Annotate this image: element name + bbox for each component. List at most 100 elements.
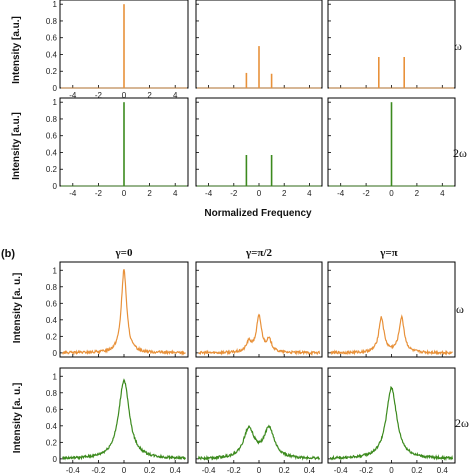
panel-b-two-omega-2: -0.4 -0.2 0 0.2 0.4 [195,367,323,474]
panel-a-two-omega-1: -4 -2 0 2 4 0 0.2 0.4 0.6 0.8 1 [46,97,189,198]
xtick-label-a-two-omega-2-3: 2 [282,189,287,198]
ytick-label-a-omega-1-4: 0.8 [46,17,58,26]
xtick-label-b-two-omega-1-4: 0.4 [170,466,182,474]
panel-b-label: (b) [1,248,15,260]
panel-b-two-omega-1: -0.4 -0.2 0 0.2 0.4 0 0.2 0.4 0.6 0.8 1 [46,367,189,474]
ytick-label-b-two-omega-1-0: 0 [53,455,58,464]
row-label-b-omega: ω [456,302,464,316]
xtick-label-a-two-omega-1-0: -4 [69,189,77,198]
xtick-label-a-omega-1-1: -2 [95,91,103,100]
panel-b-omega-3 [327,261,456,358]
xtick-label-a-two-omega-2-1: -2 [230,189,238,198]
xtick-label-a-two-omega-1-2: 0 [122,189,127,198]
xtick-label-a-two-omega-2-2: 0 [257,189,262,198]
xtick-label-a-two-omega-2-0: -4 [205,189,213,198]
xtick-label-a-omega-1-3: 2 [147,91,152,100]
xtick-label-b-two-omega-3-0: -0.4 [334,466,348,474]
row-label-a-two-omega: 2ω [453,146,467,160]
xtick-label-a-two-omega-3-2: 0 [389,189,394,198]
xtick-label-b-two-omega-2-1: -0.2 [227,466,241,474]
ytick-label-b-omega-1-0: 0 [53,349,58,358]
x-axis-label-a: Normalized Frequency [204,208,312,219]
ytick-label-a-two-omega-1-0: 0 [53,182,58,191]
xtick-label-b-two-omega-1-0: -0.4 [66,466,80,474]
frame-b-two-omega-1 [59,367,189,464]
xtick-label-a-two-omega-3-1: -2 [363,189,371,198]
xtick-label-b-two-omega-3-1: -0.2 [359,466,373,474]
xtick-label-b-two-omega-3-4: 0.4 [437,466,449,474]
y-axis-label-b-omega: Intensity [a. u.] [12,273,23,344]
panel-a-two-omega-2: -4 -2 0 2 4 [195,97,323,198]
xtick-label-a-two-omega-3-4: 4 [440,189,445,198]
panel-b-omega-2 [195,261,323,358]
xtick-label-a-two-omega-1-4: 4 [173,189,178,198]
spectrum-curve-b-two-omega-1 [62,378,186,461]
frame-b-two-omega-3 [327,367,456,464]
column-title-b-2: γ=π/2 [245,247,272,259]
ytick-label-a-omega-1-2: 0.4 [46,50,58,59]
xtick-label-b-two-omega-1-3: 0.2 [144,466,156,474]
panel-a-omega-1: -4 -2 0 2 4 0 0.2 0.4 0.6 0.8 1 [46,0,189,100]
ytick-label-a-omega-1-5: 1 [53,0,58,9]
column-title-b-1: γ=0 [115,247,133,259]
xtick-label-a-omega-1-2: 0 [122,91,127,100]
panel-b-omega-1: 0 0.2 0.4 0.6 0.8 1 [46,261,189,358]
ytick-label-a-omega-1-1: 0.2 [46,67,58,76]
ytick-label-b-two-omega-1-1: 0.2 [46,438,58,447]
frame-a-two-omega-2 [195,97,323,187]
ytick-label-a-two-omega-1-4: 0.8 [46,115,58,124]
ytick-label-b-omega-1-5: 1 [53,266,58,275]
ytick-label-b-two-omega-1-5: 1 [53,372,58,381]
xtick-label-a-two-omega-1-3: 2 [147,189,152,198]
spectrum-curve-b-two-omega-2 [197,424,321,462]
ytick-label-b-two-omega-1-4: 0.8 [46,389,58,398]
xtick-label-a-two-omega-3-3: 2 [415,189,420,198]
xtick-label-b-two-omega-1-1: -0.2 [92,466,106,474]
y-axis-label-a-omega: Intensity [a.u.] [11,16,22,84]
panel-b-two-omega-3: -0.4 -0.2 0 0.2 0.4 [327,367,456,474]
spectrum-curve-b-omega-3 [330,314,453,356]
xtick-label-b-two-omega-3-2: 0 [389,466,394,474]
ytick-label-a-omega-1-0: 0 [53,84,58,93]
spectrum-curve-b-omega-1 [62,269,186,356]
y-axis-label-a-two-omega: Intensity [a.u.] [11,112,22,180]
ytick-label-a-two-omega-1-5: 1 [53,98,58,107]
ytick-label-b-omega-1-4: 0.8 [46,283,58,292]
spectrum-curve-b-omega-2 [198,313,321,357]
frame-b-omega-3 [327,261,456,358]
xtick-label-b-two-omega-2-2: 0 [257,466,262,474]
ytick-label-b-omega-1-3: 0.6 [46,299,58,308]
xtick-label-a-two-omega-3-0: -4 [337,189,345,198]
frame-b-omega-2 [195,261,323,358]
frame-b-two-omega-2 [195,367,323,464]
xtick-label-b-two-omega-1-2: 0 [122,466,127,474]
ytick-label-b-two-omega-1-2: 0.4 [46,422,58,431]
xtick-label-a-omega-1-4: 4 [173,91,178,100]
panel-a-omega-3 [327,0,456,89]
frame-b-omega-1 [59,261,189,358]
xtick-label-a-two-omega-1-1: -2 [95,189,103,198]
row-label-b-two-omega: 2ω [455,416,469,430]
column-title-b-3: γ=π [379,247,397,259]
ytick-label-b-omega-1-2: 0.4 [46,316,58,325]
ytick-label-a-omega-1-3: 0.6 [46,34,58,43]
xtick-label-b-two-omega-2-4: 0.4 [304,466,316,474]
panel-a-two-omega-3: -4 -2 0 2 4 [327,97,456,198]
xtick-label-a-two-omega-2-4: 4 [307,189,312,198]
xtick-label-a-omega-1-0: -4 [69,91,77,100]
labels-layer: Intensity [a.u.] Intensity [a.u.] Normal… [1,16,469,453]
ytick-label-a-two-omega-1-3: 0.6 [46,132,58,141]
row-label-a-omega: ω [454,39,462,53]
ytick-label-b-two-omega-1-3: 0.6 [46,405,58,414]
frame-a-omega-3 [327,0,456,89]
y-axis-label-b-two-omega: Intensity [a. u.] [12,383,23,454]
ytick-label-a-two-omega-1-1: 0.2 [46,165,58,174]
ytick-label-b-omega-1-1: 0.2 [46,332,58,341]
panels-layer: -4 -2 0 2 4 0 0.2 0.4 0.6 0.8 1 -4 -2 0 2 4 0 0.2 0.4 0.6 0.… [46,0,456,474]
xtick-label-b-two-omega-2-0: -0.4 [202,466,216,474]
ytick-label-a-two-omega-1-2: 0.4 [46,148,58,157]
panel-a-omega-2 [195,0,323,89]
xtick-label-b-two-omega-3-3: 0.2 [411,466,423,474]
xtick-label-b-two-omega-2-3: 0.2 [279,466,291,474]
